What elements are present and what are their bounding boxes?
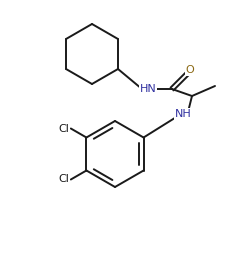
Text: Cl: Cl [58, 123, 69, 134]
Text: HN: HN [140, 84, 156, 94]
Text: O: O [186, 65, 194, 75]
Text: NH: NH [175, 109, 191, 119]
Text: Cl: Cl [58, 174, 69, 184]
